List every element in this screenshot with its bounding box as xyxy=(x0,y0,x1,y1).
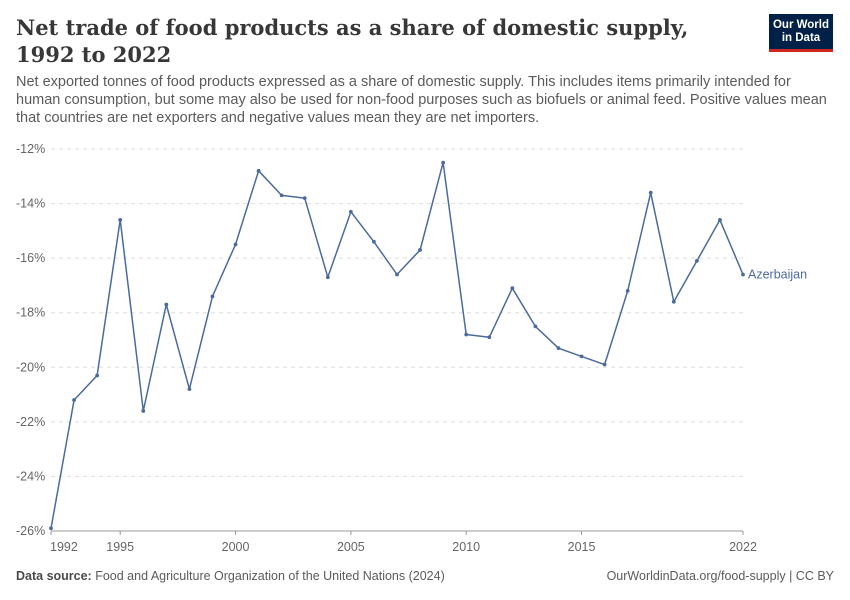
y-tick-label: -24% xyxy=(16,469,45,483)
y-axis-ticks: -12% -14% -16% -18% -20% -22% -24% -26% xyxy=(16,142,45,538)
data-point[interactable] xyxy=(141,409,146,413)
owid-logo[interactable]: Our World in Data xyxy=(769,14,833,52)
data-point[interactable] xyxy=(533,324,538,329)
logo-line-2: in Data xyxy=(781,32,821,44)
data-point[interactable] xyxy=(372,239,376,244)
data-point[interactable] xyxy=(602,362,607,367)
x-tick-label: 1992 xyxy=(50,540,78,554)
x-tick-label: 2005 xyxy=(337,540,365,554)
data-point[interactable] xyxy=(325,275,330,280)
y-tick-label: -20% xyxy=(16,360,45,374)
data-point[interactable] xyxy=(579,354,584,359)
series-label[interactable]: Azerbaijan xyxy=(748,268,807,282)
y-tick-label: -16% xyxy=(16,251,45,265)
data-point[interactable] xyxy=(187,387,192,392)
y-tick-label: -14% xyxy=(16,197,45,211)
data-point[interactable] xyxy=(256,168,261,173)
data-point[interactable] xyxy=(648,190,653,195)
logo-line-1: Our World xyxy=(772,19,829,31)
data-point[interactable] xyxy=(348,209,353,214)
x-axis-ticks: 1992 1995 2000 2005 2010 2015 2022 xyxy=(50,531,757,554)
x-tick-label: 2015 xyxy=(568,540,596,554)
data-point[interactable] xyxy=(741,272,745,277)
data-point[interactable] xyxy=(279,193,284,198)
x-tick-label: 2000 xyxy=(222,540,250,554)
data-source: Data source: Food and Agriculture Organi… xyxy=(16,569,445,583)
series-line[interactable] xyxy=(50,161,744,529)
data-point[interactable] xyxy=(718,218,722,222)
data-source-text: Food and Agriculture Organization of the… xyxy=(95,569,445,583)
y-tick-label: -26% xyxy=(16,524,45,538)
chart-title: Net trade of food products as a share of… xyxy=(16,15,689,67)
x-tick-label: 1995 xyxy=(106,540,134,554)
data-point[interactable] xyxy=(49,526,53,531)
data-point[interactable] xyxy=(694,258,699,263)
data-point[interactable] xyxy=(441,160,446,165)
data-point[interactable] xyxy=(418,248,422,252)
data-point[interactable] xyxy=(210,294,215,299)
data-point[interactable] xyxy=(510,286,515,291)
data-point[interactable] xyxy=(671,299,676,304)
data-point[interactable] xyxy=(164,302,169,307)
y-tick-label: -18% xyxy=(16,306,45,320)
y-tick-label: -12% xyxy=(16,142,45,156)
data-point[interactable] xyxy=(395,272,399,277)
data-point[interactable] xyxy=(72,398,76,402)
data-point[interactable] xyxy=(625,288,630,293)
data-point[interactable] xyxy=(556,346,561,351)
y-tick-label: -22% xyxy=(16,415,45,429)
data-point[interactable] xyxy=(233,242,238,247)
data-point[interactable] xyxy=(302,196,307,201)
data-source-label: Data source: xyxy=(16,569,92,583)
chart-subtitle: Net exported tonnes of food products exp… xyxy=(16,74,827,126)
data-point[interactable] xyxy=(95,373,100,378)
x-tick-label: 2022 xyxy=(729,540,757,554)
grid-layer xyxy=(51,148,743,532)
x-tick-label: 2010 xyxy=(452,540,480,554)
data-point[interactable] xyxy=(118,218,123,222)
data-point[interactable] xyxy=(487,335,492,340)
data-point[interactable] xyxy=(464,332,469,337)
site-credit-link[interactable]: OurWorldinData.org/food-supply | CC BY xyxy=(606,569,834,583)
series-layer: Azerbaijan xyxy=(49,160,807,531)
